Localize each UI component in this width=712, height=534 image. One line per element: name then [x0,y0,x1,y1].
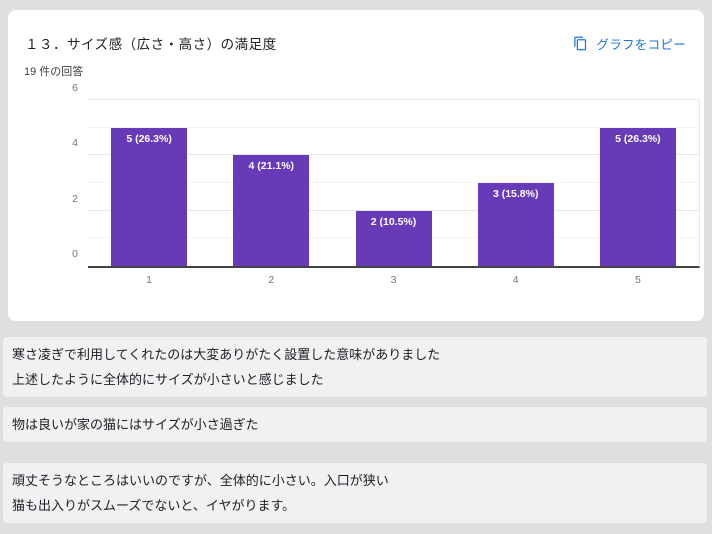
x-axis-label: 5 [634,274,641,286]
bar: 2 (10.5%) [355,210,432,266]
bar-group: 5 (26.3%) 5 [577,100,699,286]
y-axis-label: 2 [72,192,78,205]
y-axis-label: 4 [72,137,78,150]
x-axis-label: 4 [512,274,519,286]
copy-chart-label: グラフをコピー [596,38,686,52]
response-chip: 物は良いが家の猫にはサイズが小さ過ぎた [3,407,707,442]
y-axis-label: 0 [72,248,78,260]
x-axis-label: 2 [268,274,275,286]
response-chip: 頑丈そうなところはいいのですが、全体的に小さい。入口が狭い 猫も出入りがスムーズで… [3,463,707,523]
bar: 4 (21.1%) [233,155,310,266]
bar-value-label: 4 (21.1%) [248,160,295,173]
bar-group: 5 (26.3%) 1 [88,100,210,286]
copy-chart-button[interactable]: グラフをコピー [569,32,690,55]
bar: 3 (15.8%) [477,183,554,266]
bar-group: 3 (15.8%) 4 [455,100,577,286]
response-text: 上述したように全体的にサイズが小さいと感じました [12,372,324,387]
bar: 5 (26.3%) [111,127,188,266]
bar-value-label: 5 (26.3%) [615,132,661,145]
copy-icon [573,36,588,51]
question-title: １３．サイズ感（広さ・高さ）の満足度 [25,37,277,52]
response-text: 頑丈そうなところはいいのですが、全体的に小さい。入口が狭い [12,473,389,488]
bar-value-label: 5 (26.3%) [126,132,172,145]
x-axis-label: 1 [146,274,153,286]
bar-value-label: 2 (10.5%) [370,215,417,228]
response-text: 猫も出入りがスムーズでないと、イヤがります。 [12,498,296,513]
response-count: 19 件の回答 [24,66,84,78]
bar-value-label: 3 (15.8%) [492,188,539,200]
bar-group: 2 (10.5%) 3 [332,100,454,286]
y-axis-label: 6 [72,82,78,94]
bar-group: 4 (21.1%) 2 [210,100,332,286]
bar: 5 (26.3%) [599,127,676,266]
response-chip: 寒さ凌ぎで利用してくれたのは大変ありがたく設置した意味がありました 上述したように… [3,337,707,397]
responses: 寒さ凌ぎで利用してくれたのは大変ありがたく設置した意味がありました 上述したように… [3,337,707,533]
bar-chart: 0 2 4 6 5 (26.3%) 1 4 (21.1%) 2 2 (10.5%) 3 3 (15.… [72,82,700,286]
response-text: 物は良いが家の猫にはサイズが小さ過ぎた [12,417,259,432]
x-axis-label: 3 [390,274,397,286]
response-text: 寒さ凌ぎで利用してくれたのは大変ありがたく設置した意味がありました [12,347,441,362]
